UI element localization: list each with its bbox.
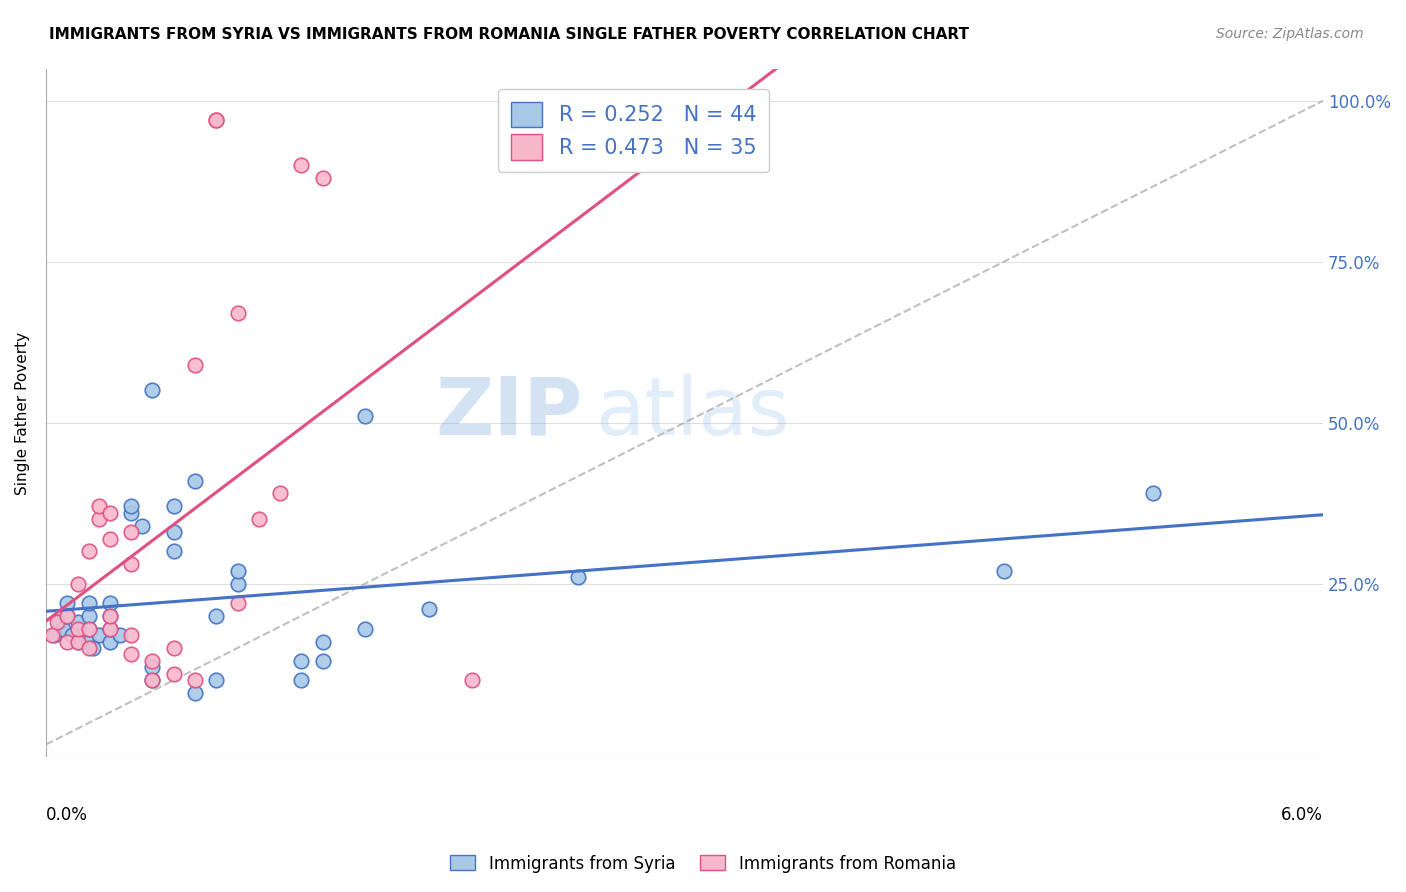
- Y-axis label: Single Father Poverty: Single Father Poverty: [15, 332, 30, 494]
- Point: [141, 660, 163, 674]
- Point: [77, 622, 100, 636]
- Point: [66, 576, 89, 591]
- Point: [41, 628, 63, 642]
- Point: [98, 622, 121, 636]
- Point: [312, 171, 335, 186]
- Point: [98, 608, 121, 623]
- Text: 6.0%: 6.0%: [1281, 805, 1323, 823]
- Point: [290, 673, 312, 687]
- Point: [98, 608, 121, 623]
- Point: [89, 500, 111, 514]
- Point: [66, 622, 89, 636]
- Point: [226, 306, 249, 320]
- Point: [48, 615, 70, 630]
- Point: [131, 518, 153, 533]
- Point: [77, 596, 100, 610]
- Point: [52, 622, 75, 636]
- Point: [77, 622, 100, 636]
- Point: [163, 500, 186, 514]
- Point: [205, 608, 228, 623]
- Text: atlas: atlas: [595, 374, 790, 452]
- Point: [184, 686, 207, 700]
- Point: [56, 596, 79, 610]
- Point: [141, 673, 163, 687]
- Point: [418, 602, 440, 616]
- Text: IMMIGRANTS FROM SYRIA VS IMMIGRANTS FROM ROMANIA SINGLE FATHER POVERTY CORRELATI: IMMIGRANTS FROM SYRIA VS IMMIGRANTS FROM…: [49, 27, 969, 42]
- Point: [82, 640, 104, 655]
- Point: [312, 634, 335, 648]
- Point: [163, 524, 186, 539]
- Point: [184, 358, 207, 372]
- Point: [120, 500, 142, 514]
- Point: [354, 622, 377, 636]
- Point: [290, 158, 312, 172]
- Point: [205, 113, 228, 128]
- Point: [66, 634, 89, 648]
- Point: [56, 608, 79, 623]
- Point: [60, 628, 83, 642]
- Point: [66, 615, 89, 630]
- Point: [56, 634, 79, 648]
- Point: [163, 666, 186, 681]
- Point: [312, 654, 335, 668]
- Point: [290, 654, 312, 668]
- Point: [56, 608, 79, 623]
- Point: [98, 622, 121, 636]
- Text: 0.0%: 0.0%: [46, 805, 87, 823]
- Point: [77, 640, 100, 655]
- Legend: R = 0.252   N = 44, R = 0.473   N = 35: R = 0.252 N = 44, R = 0.473 N = 35: [498, 89, 769, 172]
- Point: [226, 564, 249, 578]
- Point: [247, 512, 270, 526]
- Text: ZIP: ZIP: [434, 374, 582, 452]
- Point: [141, 654, 163, 668]
- Point: [226, 576, 249, 591]
- Point: [120, 506, 142, 520]
- Point: [141, 673, 163, 687]
- Point: [141, 384, 163, 398]
- Point: [98, 596, 121, 610]
- Point: [1142, 486, 1164, 500]
- Point: [354, 409, 377, 424]
- Point: [205, 673, 228, 687]
- Point: [77, 634, 100, 648]
- Point: [120, 558, 142, 572]
- Point: [184, 673, 207, 687]
- Point: [120, 628, 142, 642]
- Point: [77, 544, 100, 558]
- Point: [44, 628, 66, 642]
- Point: [120, 648, 142, 662]
- Point: [45, 615, 67, 630]
- Point: [110, 628, 132, 642]
- Point: [269, 486, 291, 500]
- Point: [120, 524, 142, 539]
- Text: Source: ZipAtlas.com: Source: ZipAtlas.com: [1216, 27, 1364, 41]
- Point: [460, 673, 482, 687]
- Point: [205, 113, 228, 128]
- Point: [98, 506, 121, 520]
- Point: [89, 628, 111, 642]
- Point: [993, 564, 1015, 578]
- Point: [66, 634, 89, 648]
- Point: [184, 474, 207, 488]
- Point: [98, 532, 121, 546]
- Point: [163, 544, 186, 558]
- Point: [89, 512, 111, 526]
- Point: [567, 570, 589, 584]
- Point: [98, 634, 121, 648]
- Legend: Immigrants from Syria, Immigrants from Romania: Immigrants from Syria, Immigrants from R…: [444, 848, 962, 880]
- Point: [163, 640, 186, 655]
- Point: [77, 608, 100, 623]
- Point: [226, 596, 249, 610]
